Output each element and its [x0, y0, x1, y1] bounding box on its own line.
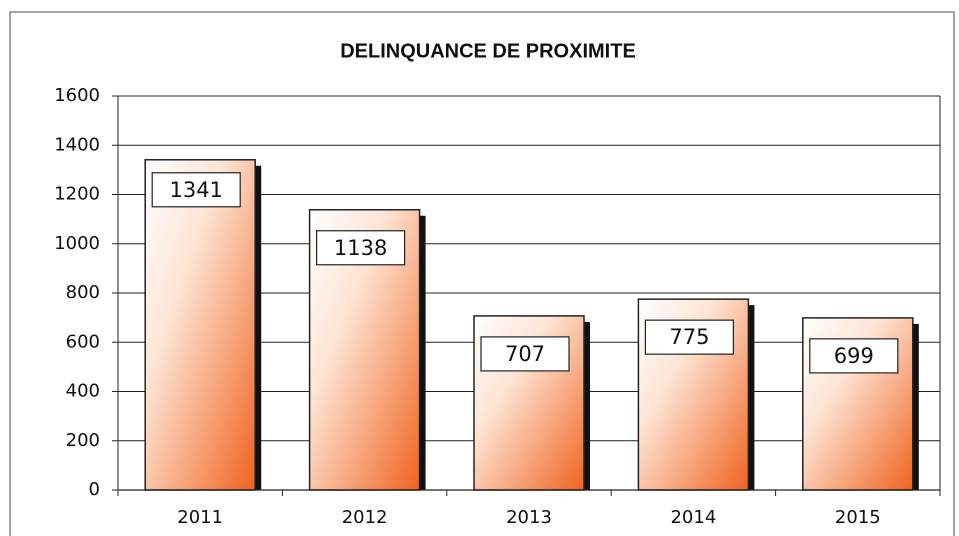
value-label: 699 [834, 344, 874, 368]
bar [144, 159, 256, 491]
x-tick-label: 2013 [506, 507, 552, 528]
value-label-box [316, 230, 406, 266]
value-label: 775 [669, 325, 709, 349]
x-tick-label: 2014 [670, 507, 716, 528]
value-label: 1138 [334, 236, 387, 260]
value-label-box [809, 338, 899, 374]
x-tick-label: 2011 [177, 507, 223, 528]
y-tick-label: 0 [89, 479, 100, 500]
y-tick-label: 1000 [54, 233, 100, 254]
y-tick-label: 400 [66, 381, 100, 402]
value-label-box [480, 336, 570, 372]
y-tick-label: 200 [66, 430, 100, 451]
chart-title: DELINQUANCE DE PROXIMITE [340, 40, 636, 62]
value-label: 707 [505, 342, 545, 366]
value-label-box [151, 172, 241, 208]
y-tick-label: 1600 [54, 85, 100, 106]
y-tick-label: 800 [66, 282, 100, 303]
value-label: 1341 [169, 178, 222, 202]
y-tick-label: 600 [66, 331, 100, 352]
y-tick-label: 1400 [54, 134, 100, 155]
x-tick-label: 2015 [835, 507, 881, 528]
y-tick-label: 1200 [54, 184, 100, 205]
x-tick-label: 2012 [342, 507, 388, 528]
value-label-box [644, 319, 735, 355]
